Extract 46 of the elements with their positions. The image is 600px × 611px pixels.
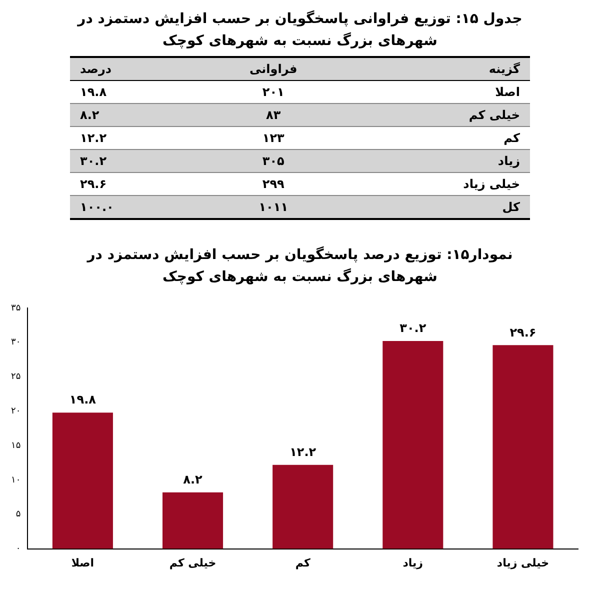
y-tick-label: ۱۵ [10,440,21,451]
y-tick-label: ۳۵ [10,303,21,314]
y-tick-label: ۲۰ [10,406,21,417]
text: ۸۳ [265,107,282,124]
data-label: ۲۹.۶ [510,325,536,340]
y-tick-label: ۳۰ [10,338,21,348]
bar [382,341,444,549]
text: ۸.۲ [79,107,100,124]
text: کل [501,199,521,216]
chart-title: نمودار۱۵: توزیع درصد پاسخگویان بر حسب افزایش دستمزد در شهرهای بزرگ نسبت به شهرهای کوچک [86,245,514,287]
text: ۱۹.۸ [79,84,108,101]
data-label: ۳۰.۲ [400,321,427,336]
data-label: ۱۲.۲ [290,444,317,459]
text: زیاد [496,153,521,170]
text: خیلی کم [468,107,521,124]
x-tick-label: خیلی زیاد [496,556,550,570]
text: خیلی زیاد [462,176,521,193]
text: اصلا [494,84,521,101]
x-tick-label: اصلا [71,556,94,570]
text: فراوانی [248,61,298,78]
y-tick-label: ۲۵ [10,372,21,382]
text: گزینه [488,61,521,78]
text: ۳۰.۲ [79,153,108,170]
text: ۳۰۵ [261,153,286,170]
text: ۱۰۱۱ [258,199,290,216]
text: ۲۰۱ [261,84,286,101]
text: کم [502,130,521,147]
x-tick-label: خیلی کم [169,556,216,570]
data-label: ۸.۲ [183,472,204,487]
text: ۲۹.۶ [79,176,108,193]
y-tick-label: ۵ [16,510,21,520]
bar [162,492,224,549]
x-tick-label: کم [295,556,311,570]
text: جدول ۱۵: توزیع فراوانی پاسخگویان بر حسب افزایش دستمزد در شهرهای بزرگ نسبت به شهرهای کوچک [76,9,524,51]
text: ۱۲۳ [261,130,286,147]
x-tick-label: زیاد [402,556,424,570]
bar [52,412,113,549]
text: ۱۲.۲ [79,130,108,147]
text: درصد [79,61,113,78]
data-label: ۱۹.۸ [69,392,97,407]
y-tick-label: ۱۰ [10,475,21,486]
text: ۱۰۰.۰ [79,199,115,216]
y-tick-label: ۰ [16,544,21,554]
bar [272,464,334,549]
text: ۲۹۹ [261,176,286,193]
bar [492,345,554,549]
